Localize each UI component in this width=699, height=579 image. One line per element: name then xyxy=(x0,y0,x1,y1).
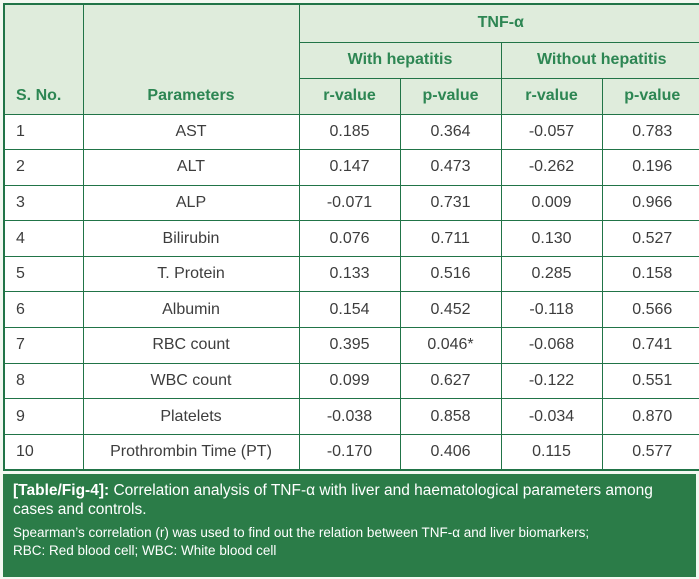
cell-woh_p: 0.566 xyxy=(601,291,699,329)
cell-wh_r: 0.133 xyxy=(298,255,401,293)
cell-woh_r: -0.068 xyxy=(500,327,603,364)
cell-wh_p: 0.516 xyxy=(399,255,502,293)
cell-woh_r: -0.122 xyxy=(500,362,603,400)
cell-wh_r: 0.099 xyxy=(298,362,401,400)
cell-woh_p: 0.158 xyxy=(601,255,699,293)
table-row: 7 RBC count 0.395 0.046* -0.068 0.741 xyxy=(3,327,699,364)
cell-sno: 9 xyxy=(3,398,84,435)
table-body: 1 AST 0.185 0.364 -0.057 0.783 2 ALT 0.147 0.473-… xyxy=(3,113,699,471)
cell-woh_p: 0.577 xyxy=(601,433,699,471)
column-header-parameters: Parameters xyxy=(82,3,300,115)
cell-sno: 6 xyxy=(3,291,84,329)
cell-parameter: AST xyxy=(82,113,300,151)
cell-woh_p: 0.783 xyxy=(601,113,699,151)
cell-wh_p: 0.046* xyxy=(399,327,502,364)
caption-note-1: Spearman’s correlation (r) was used to f… xyxy=(13,524,590,540)
caption-label: [Table/Fig-4]: xyxy=(13,481,110,499)
cell-parameter: WBC count xyxy=(82,362,300,400)
cell-woh_p: 0.870 xyxy=(601,398,699,435)
table-row: 6 Albumin 0.154 0.452 -0.118 0.566 xyxy=(3,291,699,329)
cell-woh_r: 0.115 xyxy=(500,433,603,471)
cell-sno: 4 xyxy=(3,220,84,257)
table-row: 10 Prothrombin Time (PT) -0.170 0.406 0.115 0… xyxy=(3,433,699,471)
column-header-sno: S. No. xyxy=(3,3,84,115)
table-row: 1 AST 0.185 0.364 -0.057 0.783 xyxy=(3,113,699,151)
cell-wh_p: 0.711 xyxy=(399,220,502,257)
table-row: 9 Platelets -0.038 0.858 -0.034 0.870 xyxy=(3,398,699,435)
cell-wh_r: 0.185 xyxy=(298,113,401,151)
column-header-r-value-without: r-value xyxy=(500,77,603,115)
cell-wh_r: 0.147 xyxy=(298,149,401,186)
cell-sno: 3 xyxy=(3,184,84,222)
caption-note-2: RBC: Red blood cell; WBC: White blood ce… xyxy=(13,542,277,558)
cell-sno: 1 xyxy=(3,113,84,151)
cell-wh_r: -0.038 xyxy=(298,398,401,435)
cell-wh_p: 0.364 xyxy=(399,113,502,151)
cell-parameter: Bilirubin xyxy=(82,220,300,257)
cell-parameter: RBC count xyxy=(82,327,300,364)
correlation-table: S. No. Parameters TNF-α With hepatitis W… xyxy=(3,3,699,471)
cell-wh_r: 0.076 xyxy=(298,220,401,257)
caption-text: Correlation analysis of TNF-α with liver… xyxy=(13,481,653,519)
column-header-r-value-with: r-value xyxy=(298,77,401,115)
cell-woh_r: -0.034 xyxy=(500,398,603,435)
cell-wh_p: 0.452 xyxy=(399,291,502,329)
cell-wh_r: 0.395 xyxy=(298,327,401,364)
cell-wh_p: 0.627 xyxy=(399,362,502,400)
cell-woh_r: 0.009 xyxy=(500,184,603,222)
cell-woh_p: 0.551 xyxy=(601,362,699,400)
cell-sno: 7 xyxy=(3,327,84,364)
cell-wh_r: -0.170 xyxy=(298,433,401,471)
cell-sno: 10 xyxy=(3,433,84,471)
cell-wh_r: 0.154 xyxy=(298,291,401,329)
column-header-p-value-without: p-value xyxy=(601,77,699,115)
group-header-row: S. No. Parameters TNF-α xyxy=(3,3,699,115)
table-row: 3 ALP -0.071 0.731 0.009 0.966 xyxy=(3,184,699,222)
table-caption: [Table/Fig-4]: Correlation analysis of T… xyxy=(3,473,696,577)
cell-parameter: Prothrombin Time (PT) xyxy=(82,433,300,471)
value-column-header-row: r-value p-value r-value p-value xyxy=(4,77,699,115)
cell-wh_p: 0.406 xyxy=(399,433,502,471)
cell-parameter: ALP xyxy=(82,184,300,222)
cell-woh_r: -0.118 xyxy=(500,291,603,329)
caption-title: [Table/Fig-4]: Correlation analysis of T… xyxy=(13,481,686,520)
subgroup-header-with-hepatitis: With hepatitis xyxy=(298,41,502,79)
cell-woh_r: -0.057 xyxy=(500,113,603,151)
subgroup-header-without-hepatitis: Without hepatitis xyxy=(500,41,699,79)
cell-parameter: ALT xyxy=(82,149,300,186)
cell-wh_p: 0.858 xyxy=(399,398,502,435)
cell-woh_r: 0.130 xyxy=(500,220,603,257)
cell-wh_p: 0.473 xyxy=(399,149,502,186)
table-row: 4 Bilirubin 0.076 0.711 0.130 0.527 xyxy=(3,220,699,257)
column-header-p-value-with: p-value xyxy=(399,77,502,115)
cell-wh_r: -0.071 xyxy=(298,184,401,222)
table-header: S. No. Parameters TNF-α With hepatitis W… xyxy=(3,3,699,115)
cell-sno: 5 xyxy=(3,255,84,293)
cell-parameter: Albumin xyxy=(82,291,300,329)
group-header-tnf-alpha: TNF-α xyxy=(298,3,699,43)
cell-sno: 8 xyxy=(3,362,84,400)
cell-parameter: T. Protein xyxy=(82,255,300,293)
table-row: 2 ALT 0.147 0.473 -0.262 0.196 xyxy=(3,149,699,186)
cell-woh_p: 0.196 xyxy=(601,149,699,186)
cell-woh_p: 0.741 xyxy=(601,327,699,364)
cell-wh_p: 0.731 xyxy=(399,184,502,222)
table-row: 8 WBC count 0.099 0.627 -0.122 0.551 xyxy=(3,362,699,400)
cell-sno: 2 xyxy=(3,149,84,186)
cell-woh_p: 0.966 xyxy=(601,184,699,222)
cell-woh_p: 0.527 xyxy=(601,220,699,257)
table-row: 5 T. Protein 0.133 0.516 0.285 0.158 xyxy=(3,255,699,293)
cell-woh_r: -0.262 xyxy=(500,149,603,186)
cell-woh_r: 0.285 xyxy=(500,255,603,293)
cell-parameter: Platelets xyxy=(82,398,300,435)
